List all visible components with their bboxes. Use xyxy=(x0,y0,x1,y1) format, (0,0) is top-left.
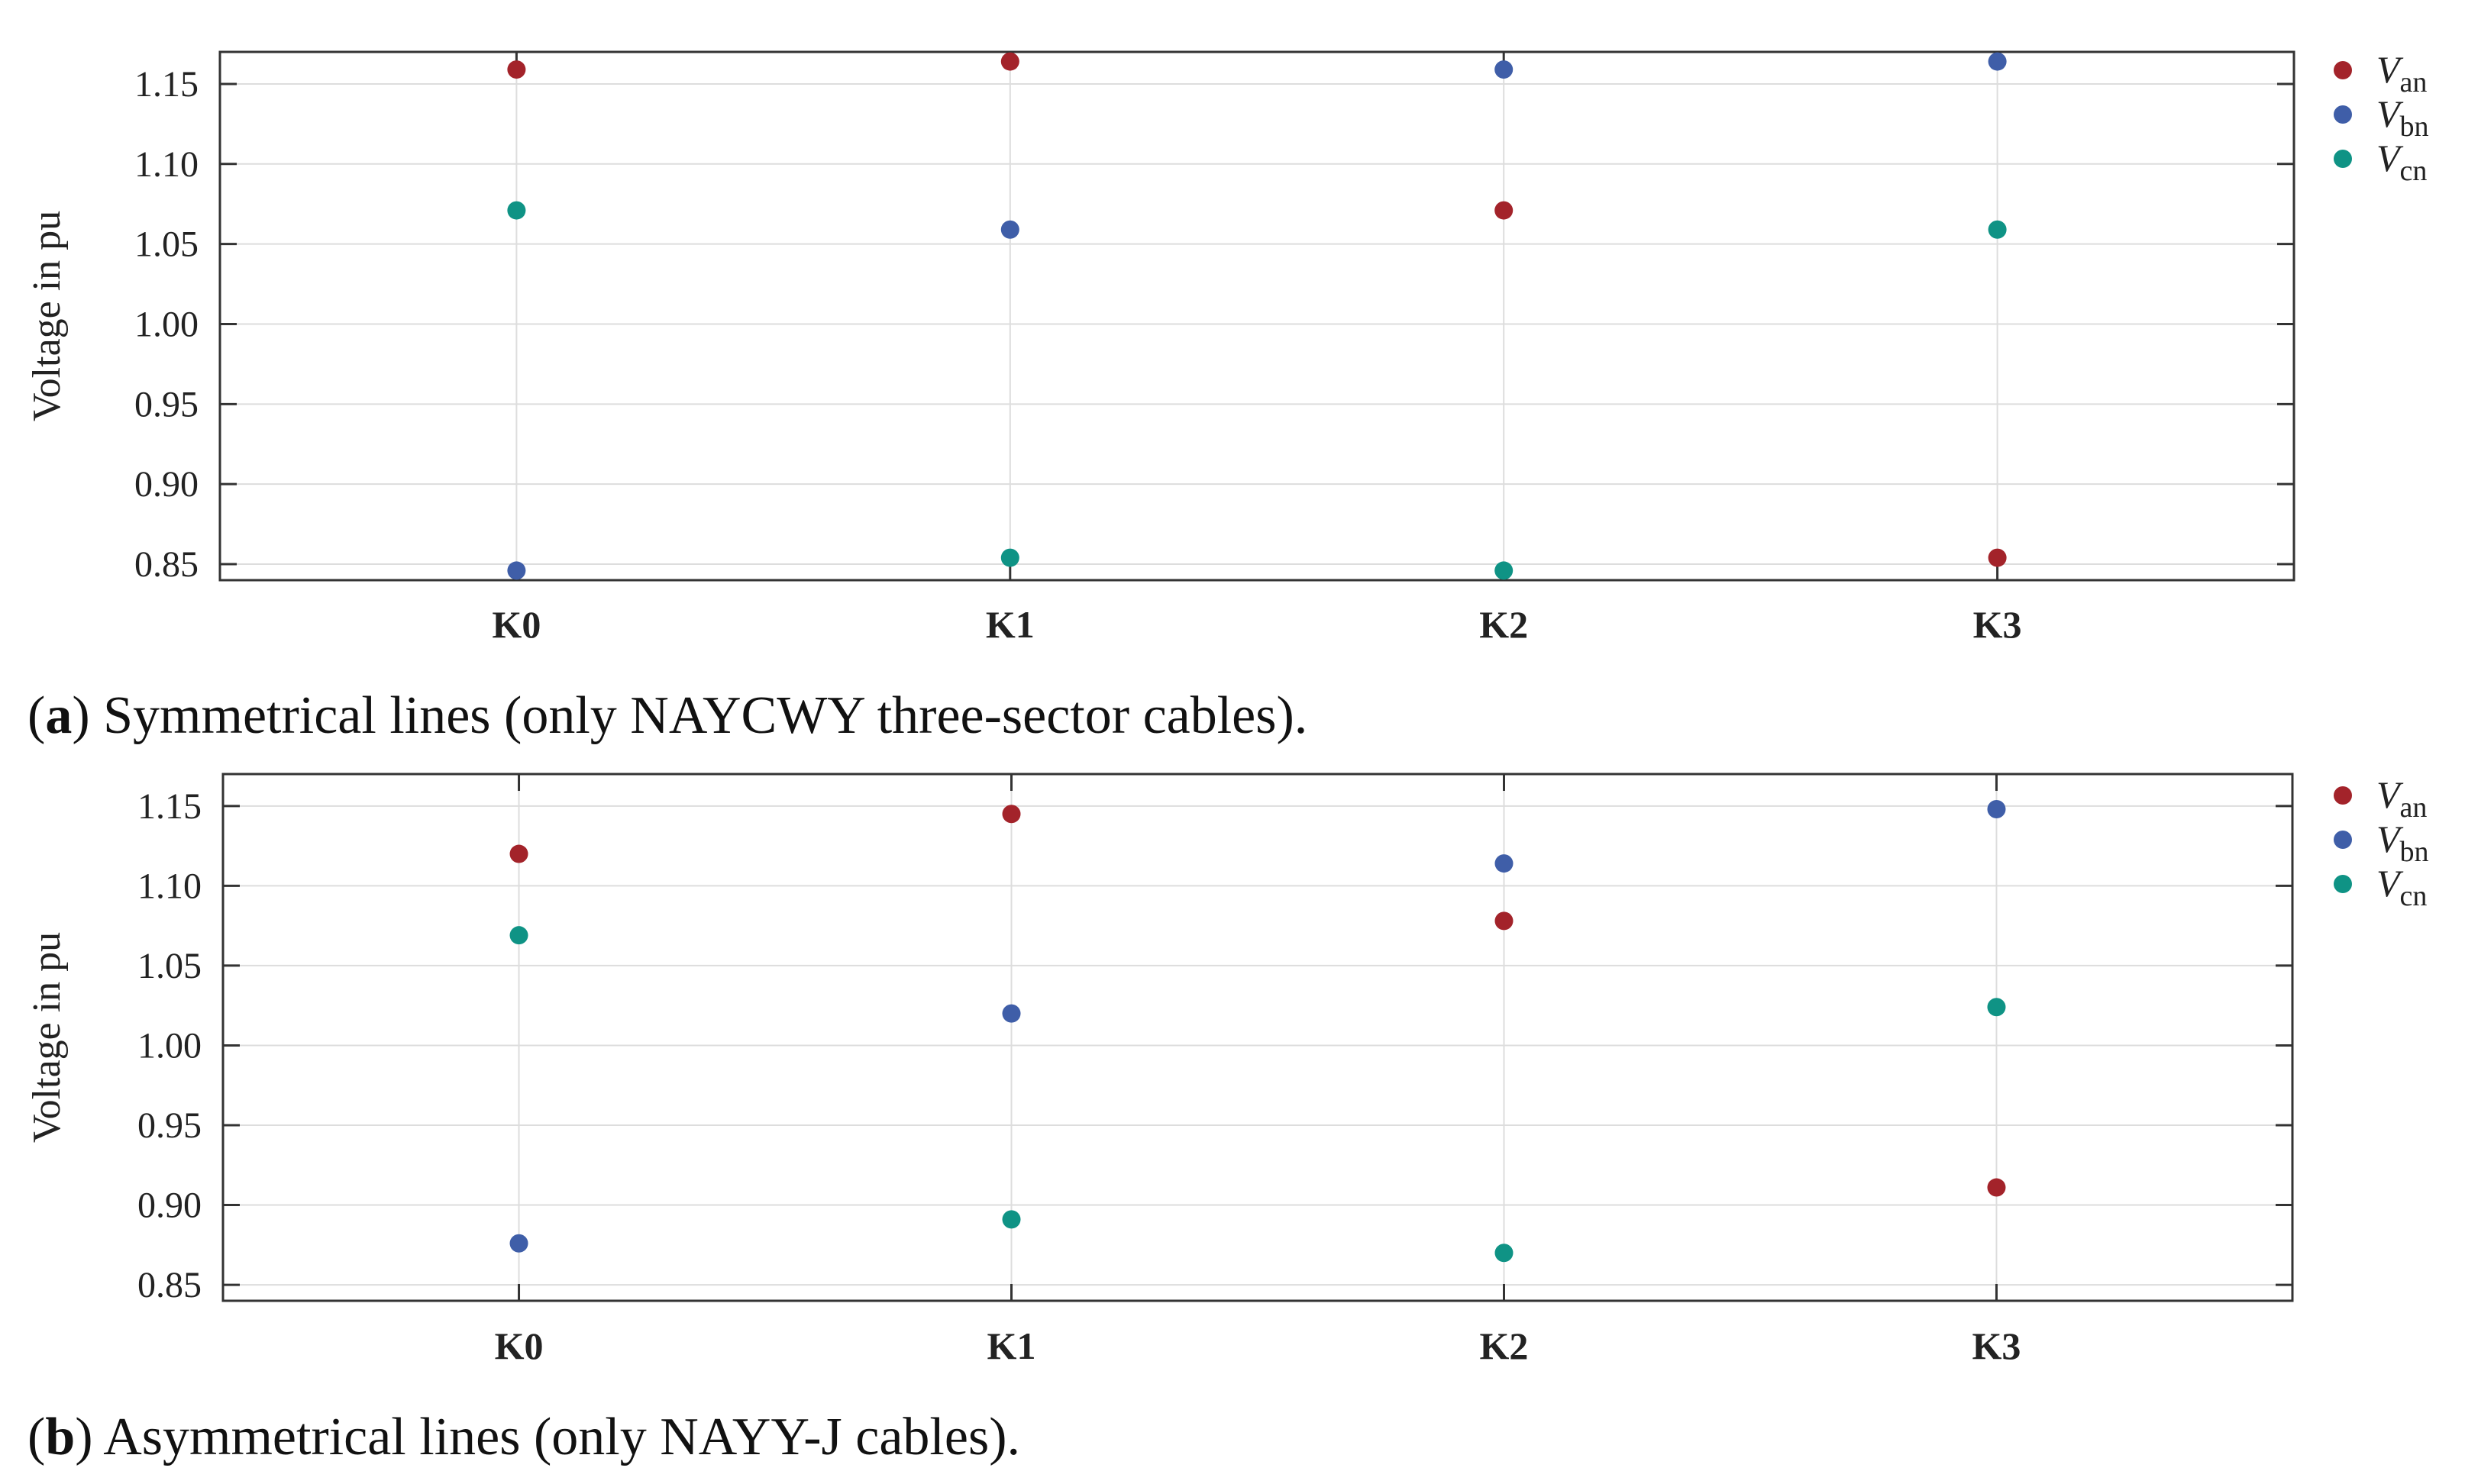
y-tick-label: 1.15 xyxy=(137,786,202,827)
plot-frame xyxy=(221,773,2294,1302)
y-tick-label: 1.05 xyxy=(137,946,202,986)
x-tick-label: K0 xyxy=(492,603,541,646)
data-point-Vcn-K0 xyxy=(509,926,528,945)
data-point-Vbn-K0 xyxy=(507,561,526,580)
legend-marker xyxy=(2334,105,2352,124)
y-tick-label: 1.00 xyxy=(134,304,199,344)
chart-panel-b: 0.85 0.90 0.95 1.00 1.05 1.10 1.15 K0 K1 K2 K3 Volt… xyxy=(25,773,2429,1466)
data-point-Vbn-K3 xyxy=(1987,800,2006,818)
data-point-Van-K2 xyxy=(1494,201,1514,220)
x-tick-label: K3 xyxy=(1973,603,2022,646)
data-point-Vbn-K2 xyxy=(1494,60,1514,79)
data-point-Vcn-K2 xyxy=(1494,561,1514,580)
data-point-Vcn-K1 xyxy=(1000,548,1019,567)
data-point-Vbn-K1 xyxy=(1000,220,1019,239)
data-point-Van-K3 xyxy=(1988,548,2007,567)
y-tick-label: 0.95 xyxy=(137,1105,202,1146)
legend-marker xyxy=(2334,61,2352,79)
data-point-Vbn-K0 xyxy=(509,1234,528,1253)
data-point-Vbn-K1 xyxy=(1002,1004,1021,1023)
legend-marker xyxy=(2334,875,2352,893)
legend-marker xyxy=(2334,831,2352,849)
data-point-Van-K0 xyxy=(509,844,528,863)
legend-marker xyxy=(2334,786,2352,805)
x-tick-label: K1 xyxy=(987,1324,1036,1367)
y-tick-label: 0.90 xyxy=(137,1186,202,1226)
data-point-Vbn-K2 xyxy=(1494,854,1514,873)
x-tick-label: K1 xyxy=(986,603,1035,646)
chart-panel-a: 0.85 0.90 0.95 1.00 1.05 1.10 1.15 K0 K1 K2 K3 Volt… xyxy=(25,48,2429,745)
legend-entry: Vcn xyxy=(2376,862,2427,912)
legend-entry: Van xyxy=(2376,48,2427,98)
y-tick-label: 1.10 xyxy=(134,144,199,185)
data-point-Vcn-K2 xyxy=(1494,1244,1514,1263)
data-point-Vcn-K3 xyxy=(1988,220,2007,239)
data-point-Vcn-K3 xyxy=(1987,998,2006,1017)
plot-frame xyxy=(218,50,2295,582)
y-tick-label: 1.00 xyxy=(137,1025,202,1066)
legend-entry: Van xyxy=(2376,773,2427,824)
legend-entry: Vcn xyxy=(2376,137,2427,187)
y-tick-label: 1.05 xyxy=(134,224,199,265)
data-point-Van-K2 xyxy=(1494,911,1514,931)
x-tick-label: K2 xyxy=(1480,1324,1529,1367)
y-axis-label: Voltage in pu xyxy=(25,932,69,1143)
y-tick-label: 0.85 xyxy=(137,1265,202,1305)
panel-caption: (b) Asymmetrical lines (only NAYY-J cabl… xyxy=(27,1408,1020,1466)
data-point-Van-K0 xyxy=(507,60,526,79)
y-tick-label: 0.85 xyxy=(134,544,199,585)
panel-caption: (a) Symmetrical lines (only NAYCWY three… xyxy=(27,686,1307,745)
y-axis-label: Voltage in pu xyxy=(25,211,69,421)
data-point-Vbn-K3 xyxy=(1988,52,2007,71)
x-tick-label: K0 xyxy=(495,1324,544,1367)
legend-entry: Vbn xyxy=(2376,818,2429,868)
data-point-Van-K1 xyxy=(1000,52,1019,71)
data-point-Vcn-K0 xyxy=(507,201,526,220)
y-tick-label: 1.15 xyxy=(134,64,199,105)
y-tick-label: 1.10 xyxy=(137,866,202,906)
x-tick-label: K3 xyxy=(1972,1324,2021,1367)
y-tick-label: 0.95 xyxy=(134,384,199,424)
legend-entry: Vbn xyxy=(2376,92,2429,143)
data-point-Vcn-K1 xyxy=(1002,1210,1021,1229)
legend-marker xyxy=(2334,150,2352,168)
y-tick-label: 0.90 xyxy=(134,464,199,505)
x-tick-label: K2 xyxy=(1479,603,1528,646)
data-point-Van-K3 xyxy=(1987,1178,2006,1197)
data-point-Van-K1 xyxy=(1002,805,1021,824)
